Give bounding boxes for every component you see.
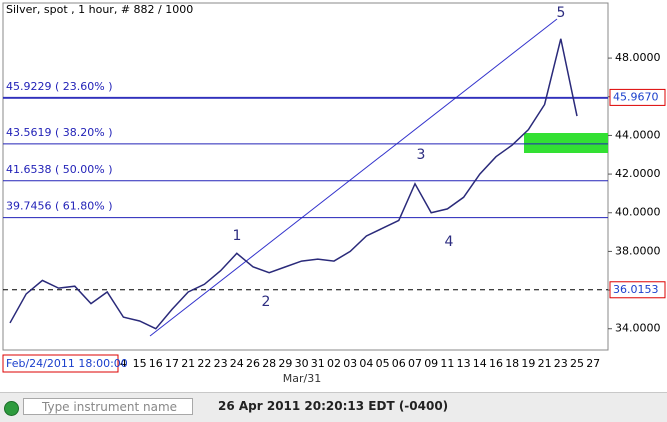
fib-label: 45.9229 ( 23.60% ) (6, 80, 113, 93)
trend-line (149, 18, 558, 337)
x-tick-label: 07 (408, 357, 422, 370)
cursor-date: Feb/24/2011 18:00:00 (6, 357, 128, 370)
connection-indicator (4, 401, 19, 416)
status-bar: Type instrument name 26 Apr 2011 20:20:1… (0, 392, 667, 422)
wave-label: 4 (445, 234, 454, 250)
x-tick-label: 28 (262, 357, 276, 370)
x-tick-label: 18 (505, 357, 519, 370)
x-tick-label: 31 (311, 357, 325, 370)
y-tick-label: 34.0000 (615, 322, 661, 335)
dashed-level-box (609, 281, 666, 299)
x-tick-label: 24 (230, 357, 244, 370)
y-tick-label: 44.0000 (615, 128, 661, 141)
instrument-search[interactable]: Type instrument name (23, 398, 193, 415)
x-tick-label: 26 (246, 357, 260, 370)
x-tick-label: 11 (440, 357, 454, 370)
x-tick-label: 09 (424, 357, 438, 370)
x-tick-label: 4 (120, 357, 127, 370)
x-tick-label: 17 (165, 357, 179, 370)
x-tick-label: 22 (197, 357, 211, 370)
x-axis-month: Mar/31 (283, 372, 321, 385)
chart: Silver, spot , 1 hour, # 882 / 1000 Mar/… (2, 2, 666, 385)
chart-title: Silver, spot , 1 hour, # 882 / 1000 (6, 3, 193, 16)
x-tick-label: 21 (538, 357, 552, 370)
wave-label: 5 (557, 5, 566, 21)
x-tick-label: 23 (214, 357, 228, 370)
chart-layer: 34.000036.000038.000040.000042.000044.00… (3, 5, 666, 370)
x-tick-label: 27 (586, 357, 600, 370)
x-tick-label: 25 (570, 357, 584, 370)
x-tick-label: 19 (521, 357, 535, 370)
x-tick-label: 04 (359, 357, 373, 370)
x-tick-label: 16 (489, 357, 503, 370)
x-tick-label: 03 (343, 357, 357, 370)
y-tick-label: 38.0000 (615, 244, 661, 257)
fib-label: 43.5619 ( 38.20% ) (6, 126, 113, 139)
y-tick-label: 48.0000 (615, 51, 661, 64)
x-tick-label: 14 (473, 357, 487, 370)
x-tick-label: 06 (392, 357, 406, 370)
plot-area (2, 2, 609, 351)
price-line-series (9, 38, 578, 330)
fib-label: 41.6538 ( 50.00% ) (6, 163, 113, 176)
x-tick-label: 13 (457, 357, 471, 370)
x-tick-label: 16 (149, 357, 163, 370)
x-tick-label: 21 (181, 357, 195, 370)
wave-label: 3 (417, 147, 426, 163)
clock: 26 Apr 2011 20:20:13 EDT (-0400) (218, 399, 449, 413)
x-tick-label: 29 (278, 357, 292, 370)
x-tick-label: 30 (295, 357, 309, 370)
y-tick-label: 40.0000 (615, 206, 661, 219)
wave-label: 2 (262, 294, 271, 310)
x-tick-label: 23 (554, 357, 568, 370)
price-label: 45.9670 (613, 90, 659, 103)
wave-label: 1 (233, 228, 242, 244)
x-tick-label: 05 (376, 357, 390, 370)
fib-label: 39.7456 ( 61.80% ) (6, 200, 113, 213)
x-tick-label: 15 (133, 357, 147, 370)
price-box (609, 88, 666, 106)
y-tick-label: 42.0000 (615, 167, 661, 180)
target-zone (524, 133, 608, 153)
dashed-level-label: 36.0153 (613, 283, 659, 296)
cursor-date-box (2, 354, 119, 373)
x-tick-label: 02 (327, 357, 341, 370)
